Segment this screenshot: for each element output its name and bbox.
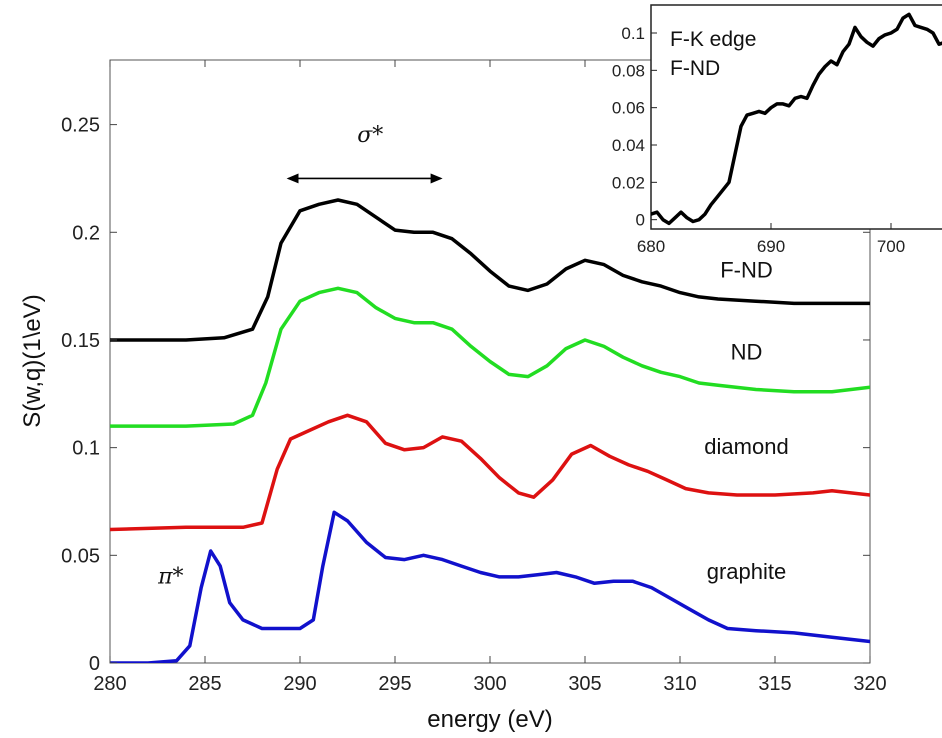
x-tick-label: 295 bbox=[378, 673, 411, 695]
x-tick-label: 280 bbox=[93, 673, 126, 695]
series-label-graphite: graphite bbox=[707, 559, 787, 584]
inset-y-tick-label: 0.1 bbox=[621, 24, 645, 43]
inset-y-tick-label: 0.04 bbox=[612, 136, 645, 155]
y-tick-label: 0.05 bbox=[61, 545, 100, 567]
y-axis-label: S(w,q)(1\eV) bbox=[19, 294, 46, 427]
x-tick-label: 305 bbox=[568, 673, 601, 695]
inset-y-tick-label: 0.02 bbox=[612, 173, 645, 192]
series-line-diamond bbox=[110, 413, 870, 532]
y-tick-label: 0.15 bbox=[61, 330, 100, 352]
inset-plot-area bbox=[650, 4, 942, 230]
annotations: σ* π* bbox=[157, 123, 443, 589]
inset-x-tick-label: 700 bbox=[877, 237, 905, 256]
inset-x-axis-ticks: 680 690 700 bbox=[637, 223, 905, 256]
series-labels: F-ND ND diamond graphite bbox=[704, 258, 788, 585]
inset-text-line-1: F-K edge bbox=[670, 28, 756, 51]
y-tick-label: 0.2 bbox=[72, 222, 100, 244]
y-tick-label: 0.25 bbox=[61, 115, 100, 137]
inset-y-axis-ticks: 0 0.02 0.04 0.06 0.08 0.1 bbox=[612, 24, 657, 230]
inset-series-group bbox=[651, 12, 942, 226]
inset-series-line bbox=[651, 12, 942, 226]
series-line-f-nd bbox=[110, 198, 870, 342]
x-axis-label: energy (eV) bbox=[427, 706, 552, 733]
main-series-group bbox=[110, 198, 870, 663]
y-axis-ticks: 0 0.05 0.1 0.15 0.2 0.25 bbox=[61, 115, 870, 675]
series-label-f-nd: F-ND bbox=[720, 258, 773, 283]
series-label-diamond: diamond bbox=[704, 434, 788, 459]
x-tick-label: 315 bbox=[758, 673, 791, 695]
y-tick-label: 0.1 bbox=[72, 438, 100, 460]
series-line-graphite bbox=[110, 510, 870, 663]
inset-y-tick-label: 0.08 bbox=[612, 61, 645, 80]
series-label-nd: ND bbox=[731, 339, 763, 364]
inset-x-tick-label: 690 bbox=[757, 237, 785, 256]
sigma-star-annotation: σ* bbox=[357, 123, 383, 148]
x-tick-label: 320 bbox=[853, 673, 886, 695]
x-axis-ticks: 280 285 290 295 300 305 310 315 320 bbox=[93, 60, 887, 695]
series-line-nd bbox=[110, 286, 870, 428]
inset-x-tick-label: 680 bbox=[637, 237, 665, 256]
x-tick-label: 300 bbox=[473, 673, 506, 695]
y-tick-label: 0 bbox=[89, 653, 100, 675]
pi-star-annotation: π* bbox=[157, 564, 183, 589]
inset-y-tick-label: 0.06 bbox=[612, 99, 645, 118]
x-tick-label: 285 bbox=[188, 673, 221, 695]
inset-y-tick-label: 0 bbox=[636, 211, 645, 230]
inset-text-line-2: F-ND bbox=[670, 57, 720, 80]
x-tick-label: 290 bbox=[283, 673, 316, 695]
x-tick-label: 310 bbox=[663, 673, 696, 695]
